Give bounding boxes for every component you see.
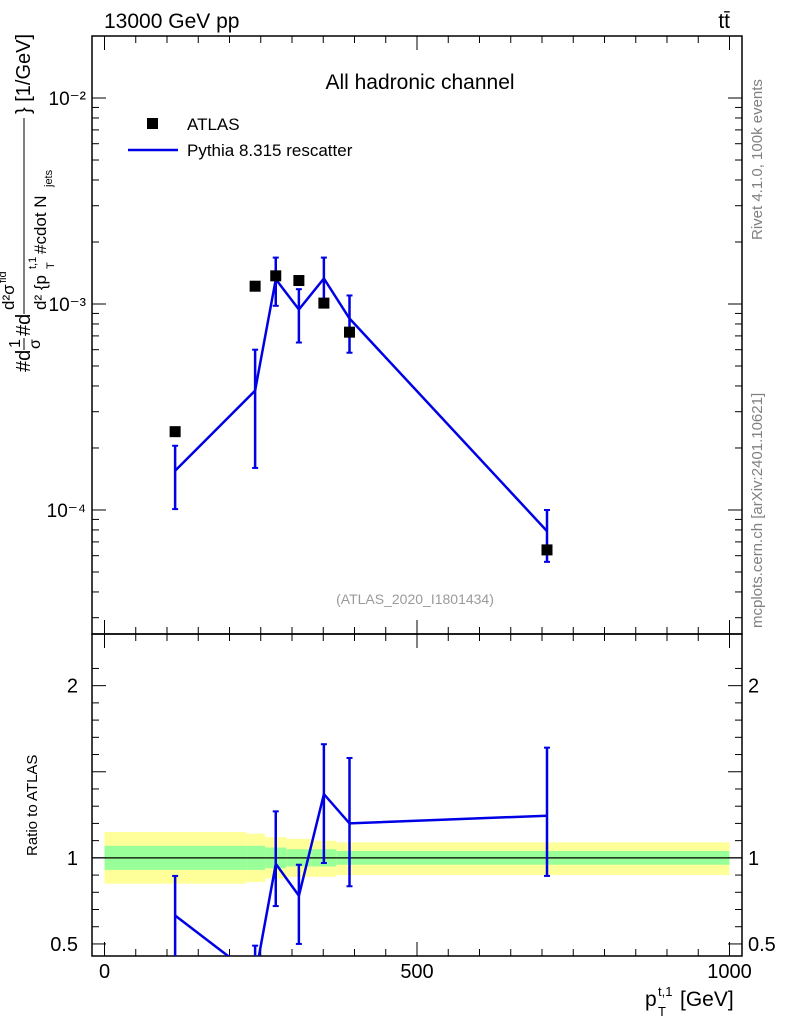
legend-marker-atlas: [147, 118, 158, 129]
svg-text:T: T: [45, 262, 57, 269]
svg-text:jets: jets: [43, 169, 55, 188]
svg-text:#d: #d: [13, 314, 35, 336]
main-panel: All hadronic channel (ATLAS_2020_I180143…: [0, 34, 743, 635]
ratio-band: [92, 832, 742, 884]
data-point: [270, 270, 282, 282]
ratio-y-tick-label-right: 2: [748, 676, 759, 698]
main-ylabel: #d 1 σ #d d²σ fid d² {p T t,1 #cdot N je…: [0, 34, 57, 372]
data-point: [318, 297, 330, 309]
ratio-axes: 0.5 0.5 1 1 2 2 0 500 1000: [50, 634, 776, 983]
ratio-y-tick-label-right: 1: [748, 848, 759, 870]
ratio-y-tick-label-left: 0.5: [50, 934, 78, 956]
data-point: [249, 280, 261, 292]
svg-text:σ: σ: [27, 339, 44, 349]
y-tick-label: 10⁻³: [49, 295, 87, 316]
svg-text:#cdot N: #cdot N: [31, 195, 50, 254]
svg-text:[GeV]: [GeV]: [680, 988, 734, 1011]
ratio-frame: [91, 633, 743, 957]
process-label: tt̄: [718, 10, 730, 33]
ratio-y-tick-label-right: 0.5: [748, 934, 776, 956]
svg-text:} [1/GeV]: } [1/GeV]: [13, 34, 35, 114]
data-point: [293, 275, 305, 287]
legend-label-atlas: ATLAS: [187, 115, 240, 134]
ratio-y-tick-label-left: 1: [67, 848, 78, 870]
x-axis-label: p T t,1 [GeV]: [645, 984, 734, 1019]
y-tick-label: 10⁻²: [49, 89, 87, 110]
mc-line: [174, 276, 548, 532]
x-tick-label: 500: [400, 961, 433, 983]
svg-text:d² {p: d² {p: [31, 275, 50, 310]
svg-text:d²σ: d²σ: [0, 284, 18, 310]
ratio-y-tick-label-left: 2: [67, 676, 78, 698]
energy-label: 13000 GeV pp: [104, 10, 239, 33]
svg-text:p: p: [645, 988, 657, 1011]
svg-text:#d: #d: [13, 350, 35, 372]
svg-text:t,1: t,1: [27, 257, 39, 269]
ratio-panel: 0.5 0.5 1 1 2 2 0 500 1000 Ratio to ATLAS: [24, 633, 776, 983]
legend-label-mc: Pythia 8.315 rescatter: [187, 141, 353, 160]
ratio-line: [174, 791, 548, 956]
main-series: [169, 256, 553, 563]
x-tick-label: 0: [99, 961, 110, 983]
data-point: [169, 426, 181, 438]
main-axes: 10⁻⁴ 10⁻³ 10⁻²: [47, 35, 742, 634]
svg-text:1: 1: [7, 339, 24, 348]
ratio-ylabel: Ratio to ATLAS: [24, 755, 41, 856]
svg-text:T: T: [658, 1004, 666, 1019]
data-point: [344, 326, 355, 338]
svg-text:t,1: t,1: [658, 984, 672, 999]
chart-title: All hadronic channel: [325, 71, 514, 94]
analysis-label: (ATLAS_2020_I1801434): [336, 591, 494, 607]
x-tick-label: 1000: [707, 961, 752, 983]
svg-text:fid: fid: [0, 271, 9, 283]
y-tick-label: 10⁻⁴: [47, 501, 86, 522]
ratio-series: [172, 743, 550, 956]
mcplots-label: mcplots.cern.ch [arXiv:2401.10621]: [749, 393, 766, 628]
rivet-label: Rivet 4.1.0, 100k events: [749, 79, 766, 240]
data-point: [541, 544, 553, 556]
